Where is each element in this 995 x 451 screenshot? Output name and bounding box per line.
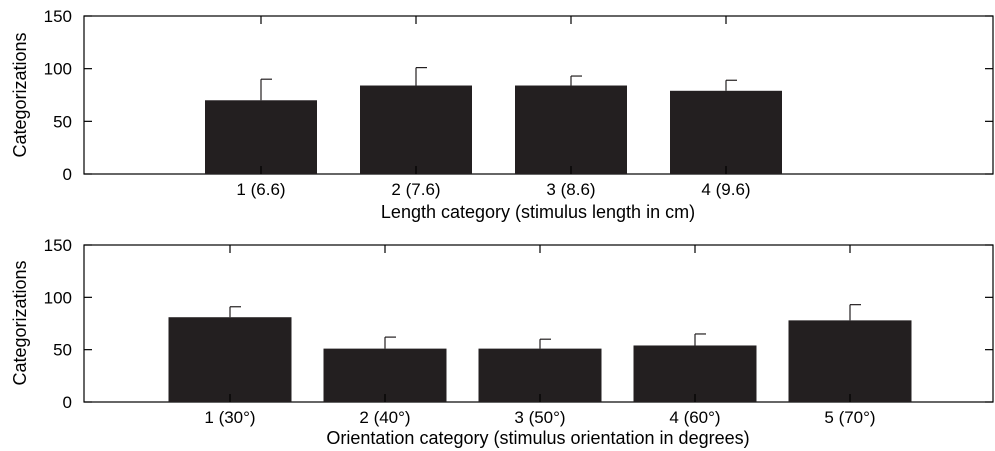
bars xyxy=(168,304,912,402)
x-axis-label: Length category (stimulus length in cm) xyxy=(381,202,695,222)
x-tick-label: 1 (6.6) xyxy=(236,180,285,199)
bar xyxy=(670,90,782,174)
y-tick-label: 100 xyxy=(44,288,72,307)
length-chart: 0 50 100 150 1 (6.6) 2 (7.6) 3 (8.6) 4 (9.6) C… xyxy=(10,7,994,222)
x-axis-label: Orientation category (stimulus orientati… xyxy=(326,428,749,448)
y-tick-label: 50 xyxy=(53,112,72,131)
x-axis: 1 (6.6) 2 (7.6) 3 (8.6) 4 (9.6) xyxy=(236,16,751,199)
x-tick-label: 3 (50°) xyxy=(514,408,565,427)
y-axis-label: Categorizations xyxy=(10,260,30,385)
y-tick-label: 0 xyxy=(63,393,72,412)
bar xyxy=(478,348,602,402)
bars xyxy=(205,67,782,174)
x-tick-label: 5 (70°) xyxy=(824,408,875,427)
bar xyxy=(323,348,447,402)
x-tick-label: 2 (40°) xyxy=(359,408,410,427)
x-tick-label: 3 (8.6) xyxy=(546,180,595,199)
x-tick-label: 4 (60°) xyxy=(669,408,720,427)
y-tick-label: 50 xyxy=(53,341,72,360)
y-tick-label: 100 xyxy=(44,60,72,79)
x-axis: 1 (30°) 2 (40°) 3 (50°) 4 (60°) 5 (70°) xyxy=(204,245,876,427)
x-tick-label: 2 (7.6) xyxy=(391,180,440,199)
bar xyxy=(168,317,292,402)
y-axis-label: Categorizations xyxy=(10,32,30,157)
bar xyxy=(788,320,912,402)
bar xyxy=(205,100,317,174)
y-tick-label: 150 xyxy=(44,7,72,26)
y-tick-label: 150 xyxy=(44,236,72,255)
y-tick-label: 0 xyxy=(63,165,72,184)
bar xyxy=(515,85,627,174)
y-axis: 0 50 100 150 xyxy=(44,236,993,412)
y-axis: 0 50 100 150 xyxy=(44,7,993,184)
orientation-chart: 0 50 100 150 1 (30°) 2 (40°) 3 (50°) 4 (60°) 5 … xyxy=(10,236,994,448)
x-tick-label: 4 (9.6) xyxy=(701,180,750,199)
bar xyxy=(360,85,472,174)
x-tick-label: 1 (30°) xyxy=(204,408,255,427)
bar xyxy=(633,345,757,402)
